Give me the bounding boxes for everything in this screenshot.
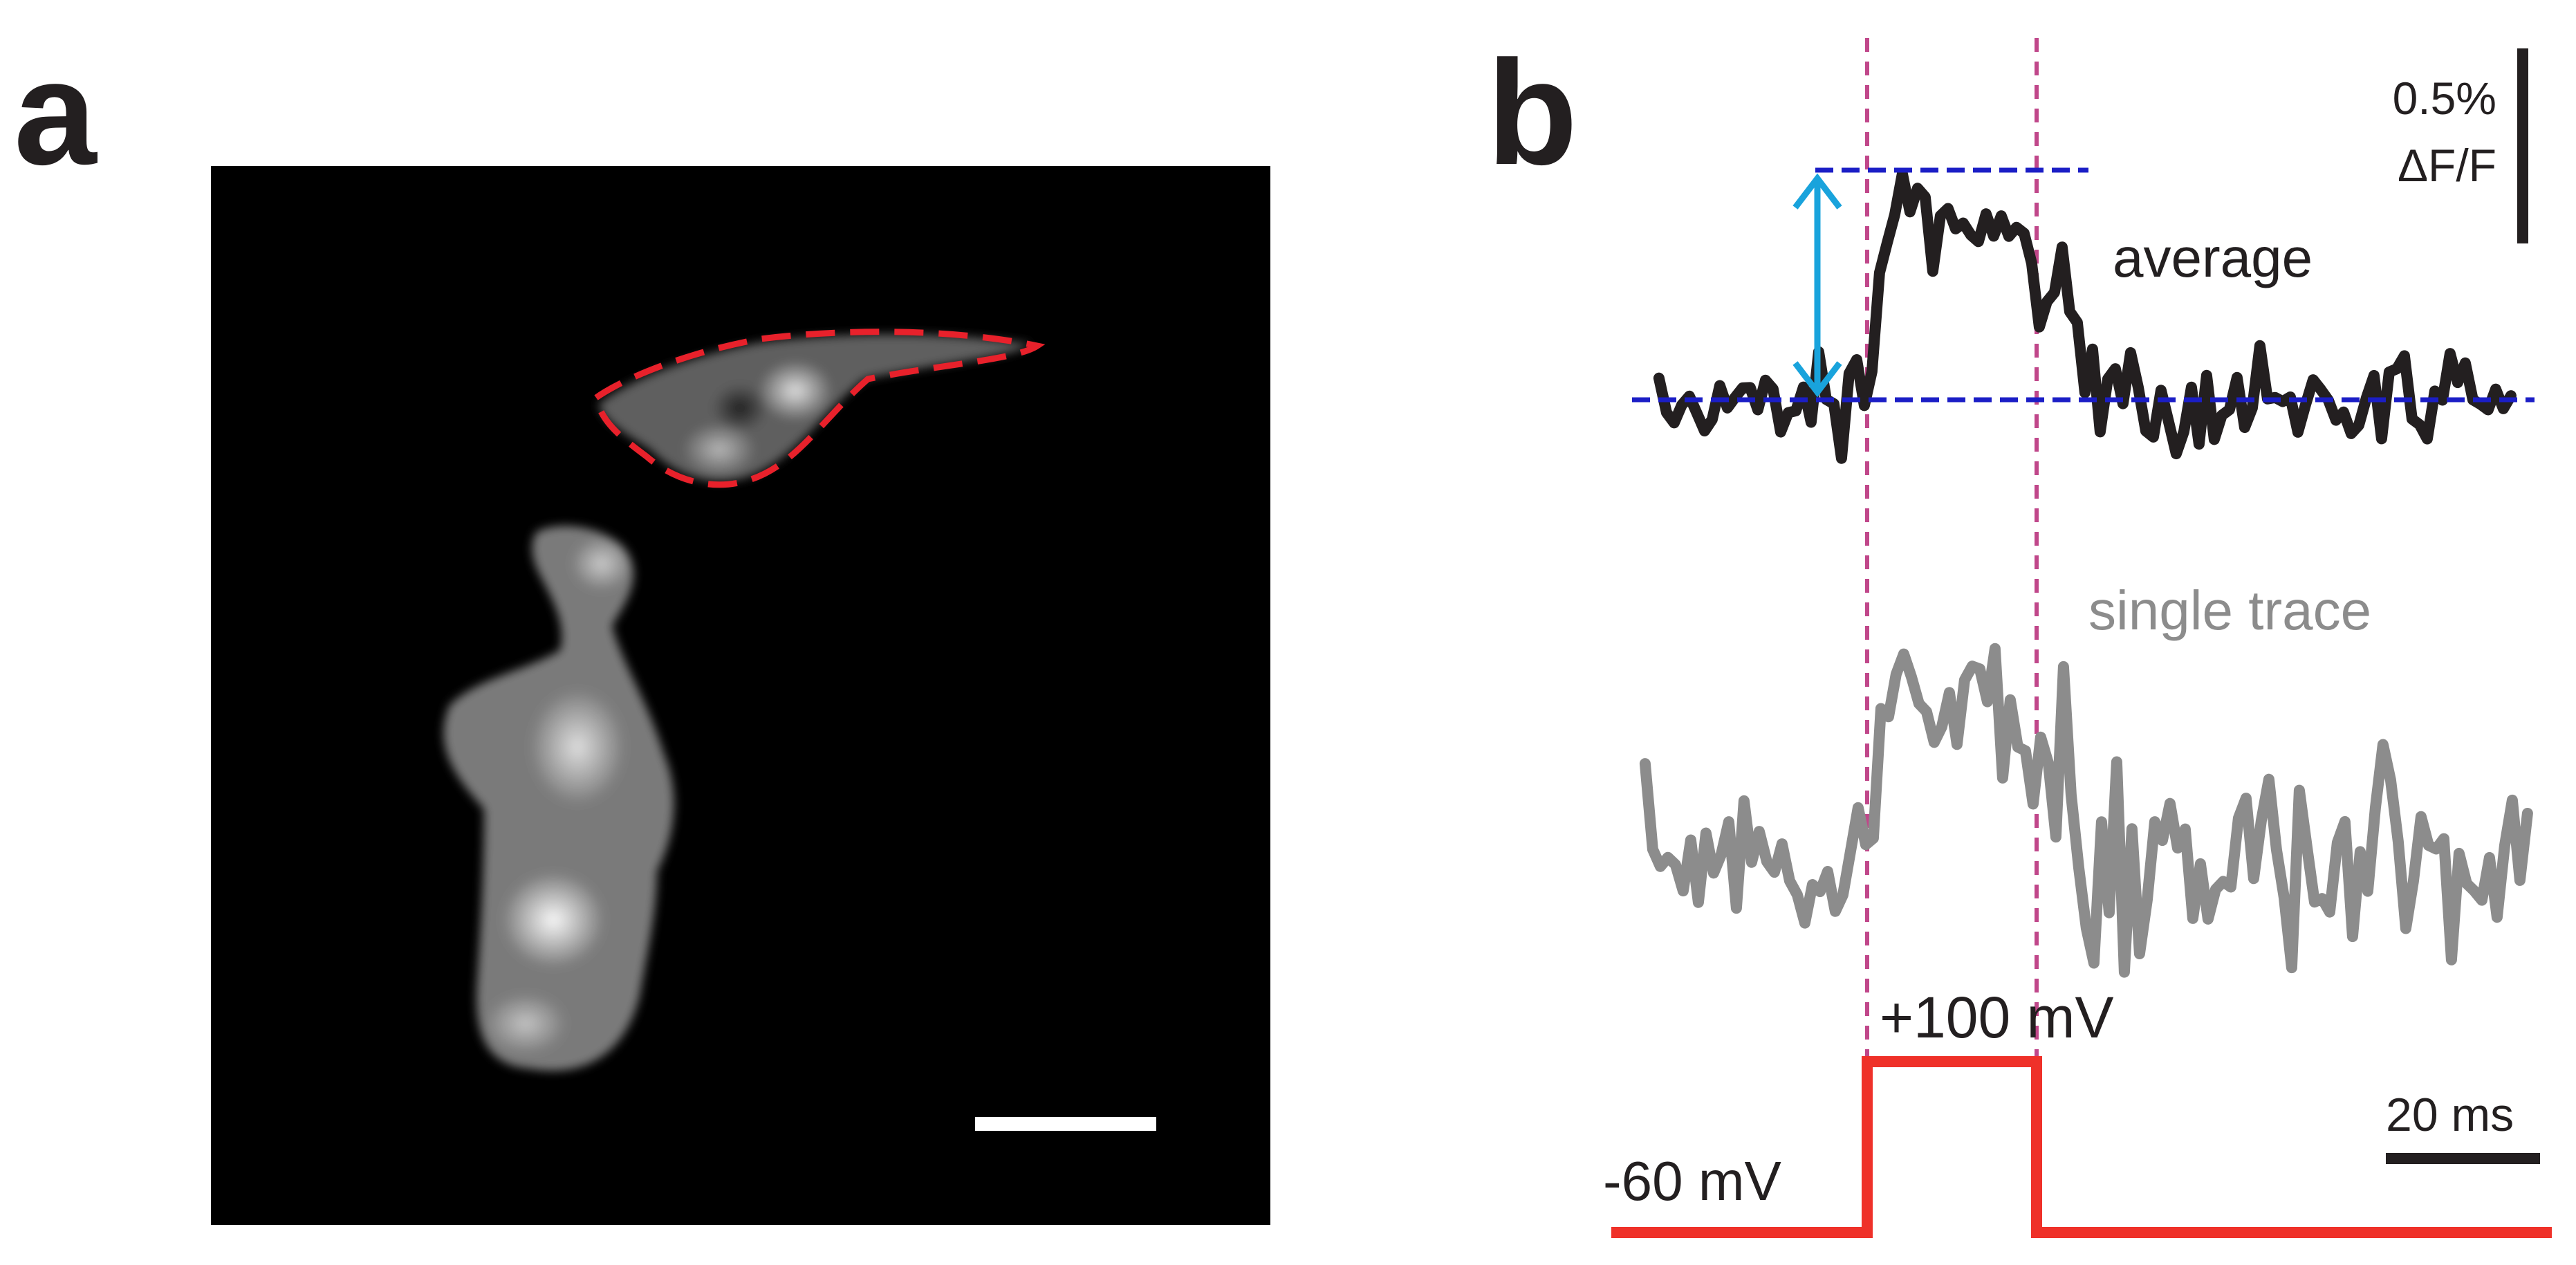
traces-panel: 0.5% ΔF/F average single trace +100 mV -…: [1603, 38, 2552, 1238]
time-scale-label: 20 ms: [2386, 1089, 2514, 1141]
panel-b-letter: b: [1487, 29, 1578, 196]
holding-voltage-label: -60 mV: [1603, 1150, 1781, 1212]
dff-scale-value: 0.5%: [2393, 73, 2496, 124]
amplitude-arrow: [1792, 173, 1842, 398]
micrograph: [211, 166, 1270, 1225]
upper-cell: [598, 334, 1030, 481]
micrograph-scale-bar: [975, 1117, 1156, 1131]
voltage-step: [1611, 1056, 2552, 1238]
panel-a-letter: a: [14, 29, 97, 196]
average-label: average: [2113, 227, 2313, 288]
lower-cell: [443, 526, 674, 1071]
step-voltage-label: +100 mV: [1880, 985, 2114, 1050]
average-trace: [1653, 168, 2517, 464]
roi-outline: [592, 329, 1046, 488]
micrograph-background: [211, 166, 1270, 1225]
dff-scale-unit: ΔF/F: [2398, 140, 2496, 191]
single-trace: [1639, 643, 2533, 978]
single-trace-label: single trace: [2088, 580, 2371, 641]
